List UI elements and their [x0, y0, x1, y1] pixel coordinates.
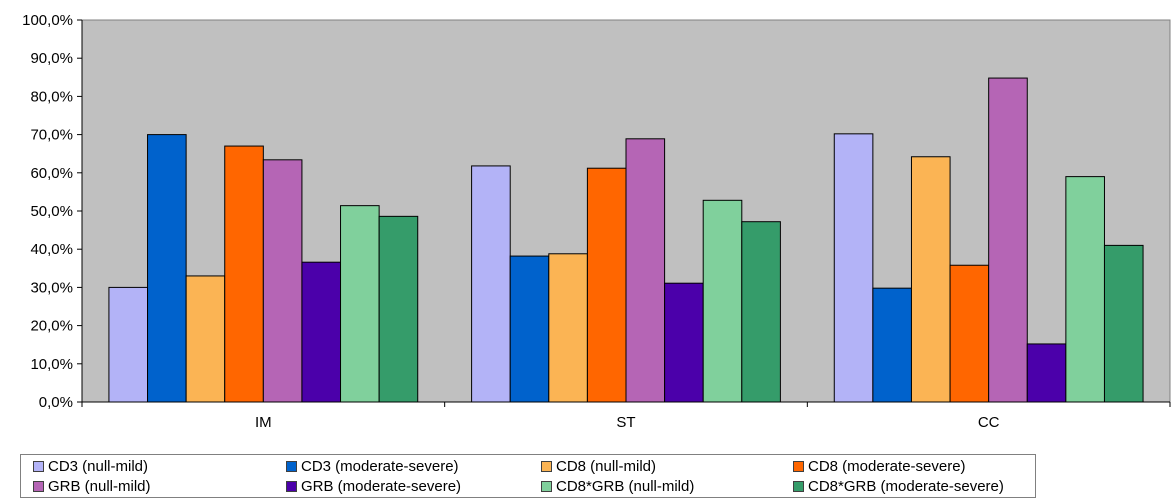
- y-tick-label: 70,0%: [30, 127, 73, 144]
- legend-label: CD3 (null-mild): [48, 458, 149, 475]
- legend-label: CD8 (null-mild): [556, 458, 657, 475]
- bar-st-7: [702, 199, 743, 403]
- bar-cc-6: [1026, 343, 1067, 403]
- chart-legend: CD3 (null-mild) CD3 (moderate-severe) CD8 …: [20, 454, 1036, 498]
- y-tick-label: 10,0%: [30, 356, 73, 373]
- bar-im-3: [185, 275, 226, 403]
- bar-st-8: [741, 221, 781, 403]
- bar-cc-8: [1103, 244, 1144, 403]
- legend-swatch: [541, 461, 552, 472]
- legend-label: GRB (moderate-severe): [301, 478, 462, 495]
- legend-swatch: [541, 481, 552, 492]
- bar-cc-5: [988, 77, 1028, 403]
- x-category-label: IM: [255, 414, 272, 431]
- legend-item: GRB (moderate-severe): [286, 478, 461, 495]
- legend-swatch: [793, 461, 804, 472]
- legend-label: CD8*GRB (null-mild): [556, 478, 695, 495]
- bar-st-4: [586, 167, 627, 403]
- bar-cc-2: [872, 287, 912, 403]
- legend-item: CD8 (null-mild): [541, 458, 656, 475]
- legend-swatch: [33, 461, 44, 472]
- bar-st-2: [509, 255, 550, 403]
- bar-im-5: [262, 159, 303, 403]
- bar-im-4: [224, 145, 264, 403]
- legend-swatch: [793, 481, 804, 492]
- x-category-label: CC: [978, 414, 1000, 431]
- y-tick-label: 90,0%: [30, 50, 73, 67]
- legend-item: CD8 (moderate-severe): [793, 458, 966, 475]
- bar-cc-3: [910, 156, 951, 403]
- legend-label: CD3 (moderate-severe): [301, 458, 459, 475]
- bar-im-7: [340, 205, 380, 403]
- legend-label: GRB (null-mild): [48, 478, 151, 495]
- bar-im-1: [108, 286, 149, 403]
- bar-cc-4: [949, 264, 990, 403]
- legend-item: CD8*GRB (null-mild): [541, 478, 694, 495]
- legend-item: GRB (null-mild): [33, 478, 151, 495]
- bar-cc-7: [1065, 176, 1105, 403]
- legend-label: CD8*GRB (moderate-severe): [808, 478, 1004, 495]
- x-category-label: ST: [616, 414, 635, 431]
- legend-item: CD3 (null-mild): [33, 458, 148, 475]
- legend-swatch: [33, 481, 44, 492]
- legend-swatch: [286, 481, 297, 492]
- y-tick-label: 80,0%: [30, 88, 73, 105]
- legend-item: CD8*GRB (moderate-severe): [793, 478, 1004, 495]
- y-tick-label: 100,0%: [22, 12, 73, 29]
- y-tick-label: 60,0%: [30, 165, 73, 182]
- legend-item: CD3 (moderate-severe): [286, 458, 459, 475]
- y-tick-label: 50,0%: [30, 203, 73, 220]
- y-tick-label: 40,0%: [30, 241, 73, 258]
- y-tick-label: 0,0%: [39, 394, 73, 411]
- bar-st-3: [548, 253, 588, 403]
- bar-st-6: [664, 282, 704, 403]
- bar-chart: 0,0% 10,0% 20,0% 30,0% 40,0% 50,0% 60,0% 70,0% 8…: [22, 12, 1171, 431]
- y-tick-label: 30,0%: [30, 279, 73, 296]
- legend-label: CD8 (moderate-severe): [808, 458, 966, 475]
- legend-swatch: [286, 461, 297, 472]
- y-tick-label: 20,0%: [30, 318, 73, 335]
- bar-cc-1: [833, 133, 874, 403]
- bar-st-1: [471, 165, 511, 403]
- bar-im-2: [147, 134, 187, 403]
- bar-im-6: [301, 261, 342, 403]
- bar-im-8: [378, 215, 419, 403]
- bar-st-5: [625, 138, 666, 403]
